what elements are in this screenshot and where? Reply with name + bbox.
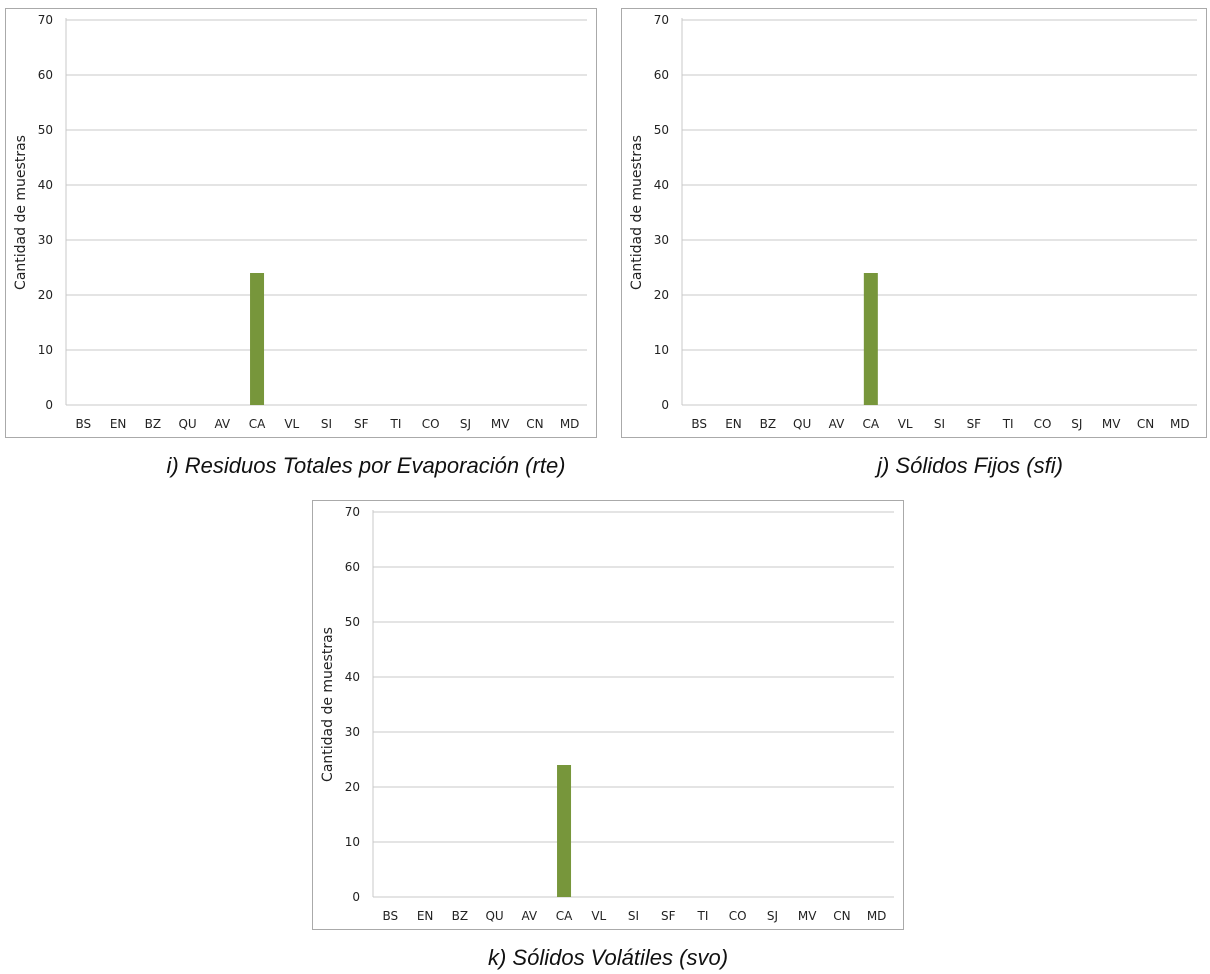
y-tick-label: 50 [38, 123, 53, 137]
chart-frame [312, 500, 904, 930]
x-tick-label: TI [697, 909, 709, 923]
x-tick-label: SJ [460, 417, 471, 431]
x-tick-label: SI [934, 417, 945, 431]
y-tick-label: 30 [38, 233, 53, 247]
y-tick-label: 70 [654, 13, 669, 27]
x-tick-label: CN [526, 417, 543, 431]
y-tick-label: 0 [45, 398, 53, 412]
x-tick-label: SI [321, 417, 332, 431]
y-tick-label: 20 [38, 288, 53, 302]
x-tick-label: CA [556, 909, 573, 923]
y-tick-label: 40 [38, 178, 53, 192]
y-tick-label: 40 [654, 178, 669, 192]
y-tick-label: 70 [345, 505, 360, 519]
x-tick-label: MD [1170, 417, 1190, 431]
chart-panel-svo: 0 10 20 30 40 50 60 70 Cantidad de muestras BS EN B… [312, 500, 904, 930]
y-tick-label: 0 [661, 398, 669, 412]
x-tick-label: EN [417, 909, 434, 923]
y-tick-label: 20 [345, 780, 360, 794]
x-tick-label: CN [833, 909, 850, 923]
x-tick-label: TI [1002, 417, 1014, 431]
x-tick-label: BS [76, 417, 92, 431]
bar-ca [250, 273, 265, 405]
y-tick-label: 10 [38, 343, 53, 357]
chart-frame [621, 8, 1207, 438]
x-tick-label: AV [829, 417, 845, 431]
y-tick-label: 50 [345, 615, 360, 629]
x-tick-label: AV [521, 909, 537, 923]
chart-caption-svo: k) Sólidos Volátiles (svo) [487, 945, 729, 970]
x-tick-label: CA [249, 417, 266, 431]
x-tick-label: SF [967, 417, 982, 431]
x-tick-label: SJ [1071, 417, 1082, 431]
chart-caption-rte: i) Residuos Totales por Evaporación (rte… [166, 453, 566, 478]
x-tick-label: EN [110, 417, 127, 431]
y-tick-label: 40 [345, 670, 360, 684]
x-tick-label: CO [729, 909, 747, 923]
chart-panel-rte: 0 10 20 30 40 50 60 70 Cantidad de muestras BS EN B… [5, 8, 597, 438]
x-tick-label: CN [1137, 417, 1154, 431]
bar-chart-svo: 0 10 20 30 40 50 60 70 Cantidad de muestras BS EN B… [312, 500, 904, 930]
x-tick-label: MV [1102, 417, 1121, 431]
x-tick-label: MV [491, 417, 510, 431]
x-tick-label: TI [390, 417, 402, 431]
x-tick-label: MV [798, 909, 817, 923]
x-tick-label: SF [661, 909, 676, 923]
y-tick-label: 70 [38, 13, 53, 27]
chart-caption-sfi: j) Sólidos Fijos (sfi) [877, 453, 1063, 478]
y-axis-title: Cantidad de muestras [629, 135, 645, 290]
y-axis-title: Cantidad de muestras [320, 627, 336, 782]
y-tick-label: 60 [654, 68, 669, 82]
x-tick-label: BZ [452, 909, 468, 923]
bar-chart-sfi: 0 10 20 30 40 50 60 70 Cantidad de muestras BS EN B… [621, 8, 1207, 438]
x-tick-label: EN [725, 417, 742, 431]
y-tick-label: 50 [654, 123, 669, 137]
x-tick-label: QU [178, 417, 196, 431]
x-tick-label: BZ [145, 417, 161, 431]
x-tick-label: BS [691, 417, 707, 431]
bar-chart-rte: 0 10 20 30 40 50 60 70 Cantidad de muestras BS EN B… [5, 8, 597, 438]
x-tick-label: CO [422, 417, 440, 431]
x-tick-label: VL [898, 417, 913, 431]
y-tick-label: 10 [654, 343, 669, 357]
bar-ca [557, 765, 572, 897]
x-tick-label: BZ [760, 417, 776, 431]
chart-panel-sfi: 0 10 20 30 40 50 60 70 Cantidad de muestras BS EN B… [621, 8, 1207, 438]
x-tick-label: SF [354, 417, 369, 431]
y-tick-label: 0 [352, 890, 360, 904]
x-tick-label: MD [560, 417, 580, 431]
x-tick-label: CO [1034, 417, 1052, 431]
x-tick-label: QU [485, 909, 503, 923]
y-tick-label: 10 [345, 835, 360, 849]
y-tick-label: 60 [38, 68, 53, 82]
x-tick-label: CA [863, 417, 880, 431]
bar-ca [863, 273, 878, 405]
y-tick-label: 60 [345, 560, 360, 574]
x-tick-label: VL [591, 909, 606, 923]
y-tick-label: 30 [654, 233, 669, 247]
x-tick-label: SI [628, 909, 639, 923]
x-tick-label: BS [383, 909, 399, 923]
x-tick-label: QU [793, 417, 811, 431]
x-tick-label: SJ [767, 909, 778, 923]
y-axis-title: Cantidad de muestras [13, 135, 29, 290]
x-tick-label: AV [214, 417, 230, 431]
x-tick-label: VL [284, 417, 299, 431]
x-tick-label: MD [867, 909, 887, 923]
chart-frame [5, 8, 597, 438]
y-tick-label: 20 [654, 288, 669, 302]
y-tick-label: 30 [345, 725, 360, 739]
